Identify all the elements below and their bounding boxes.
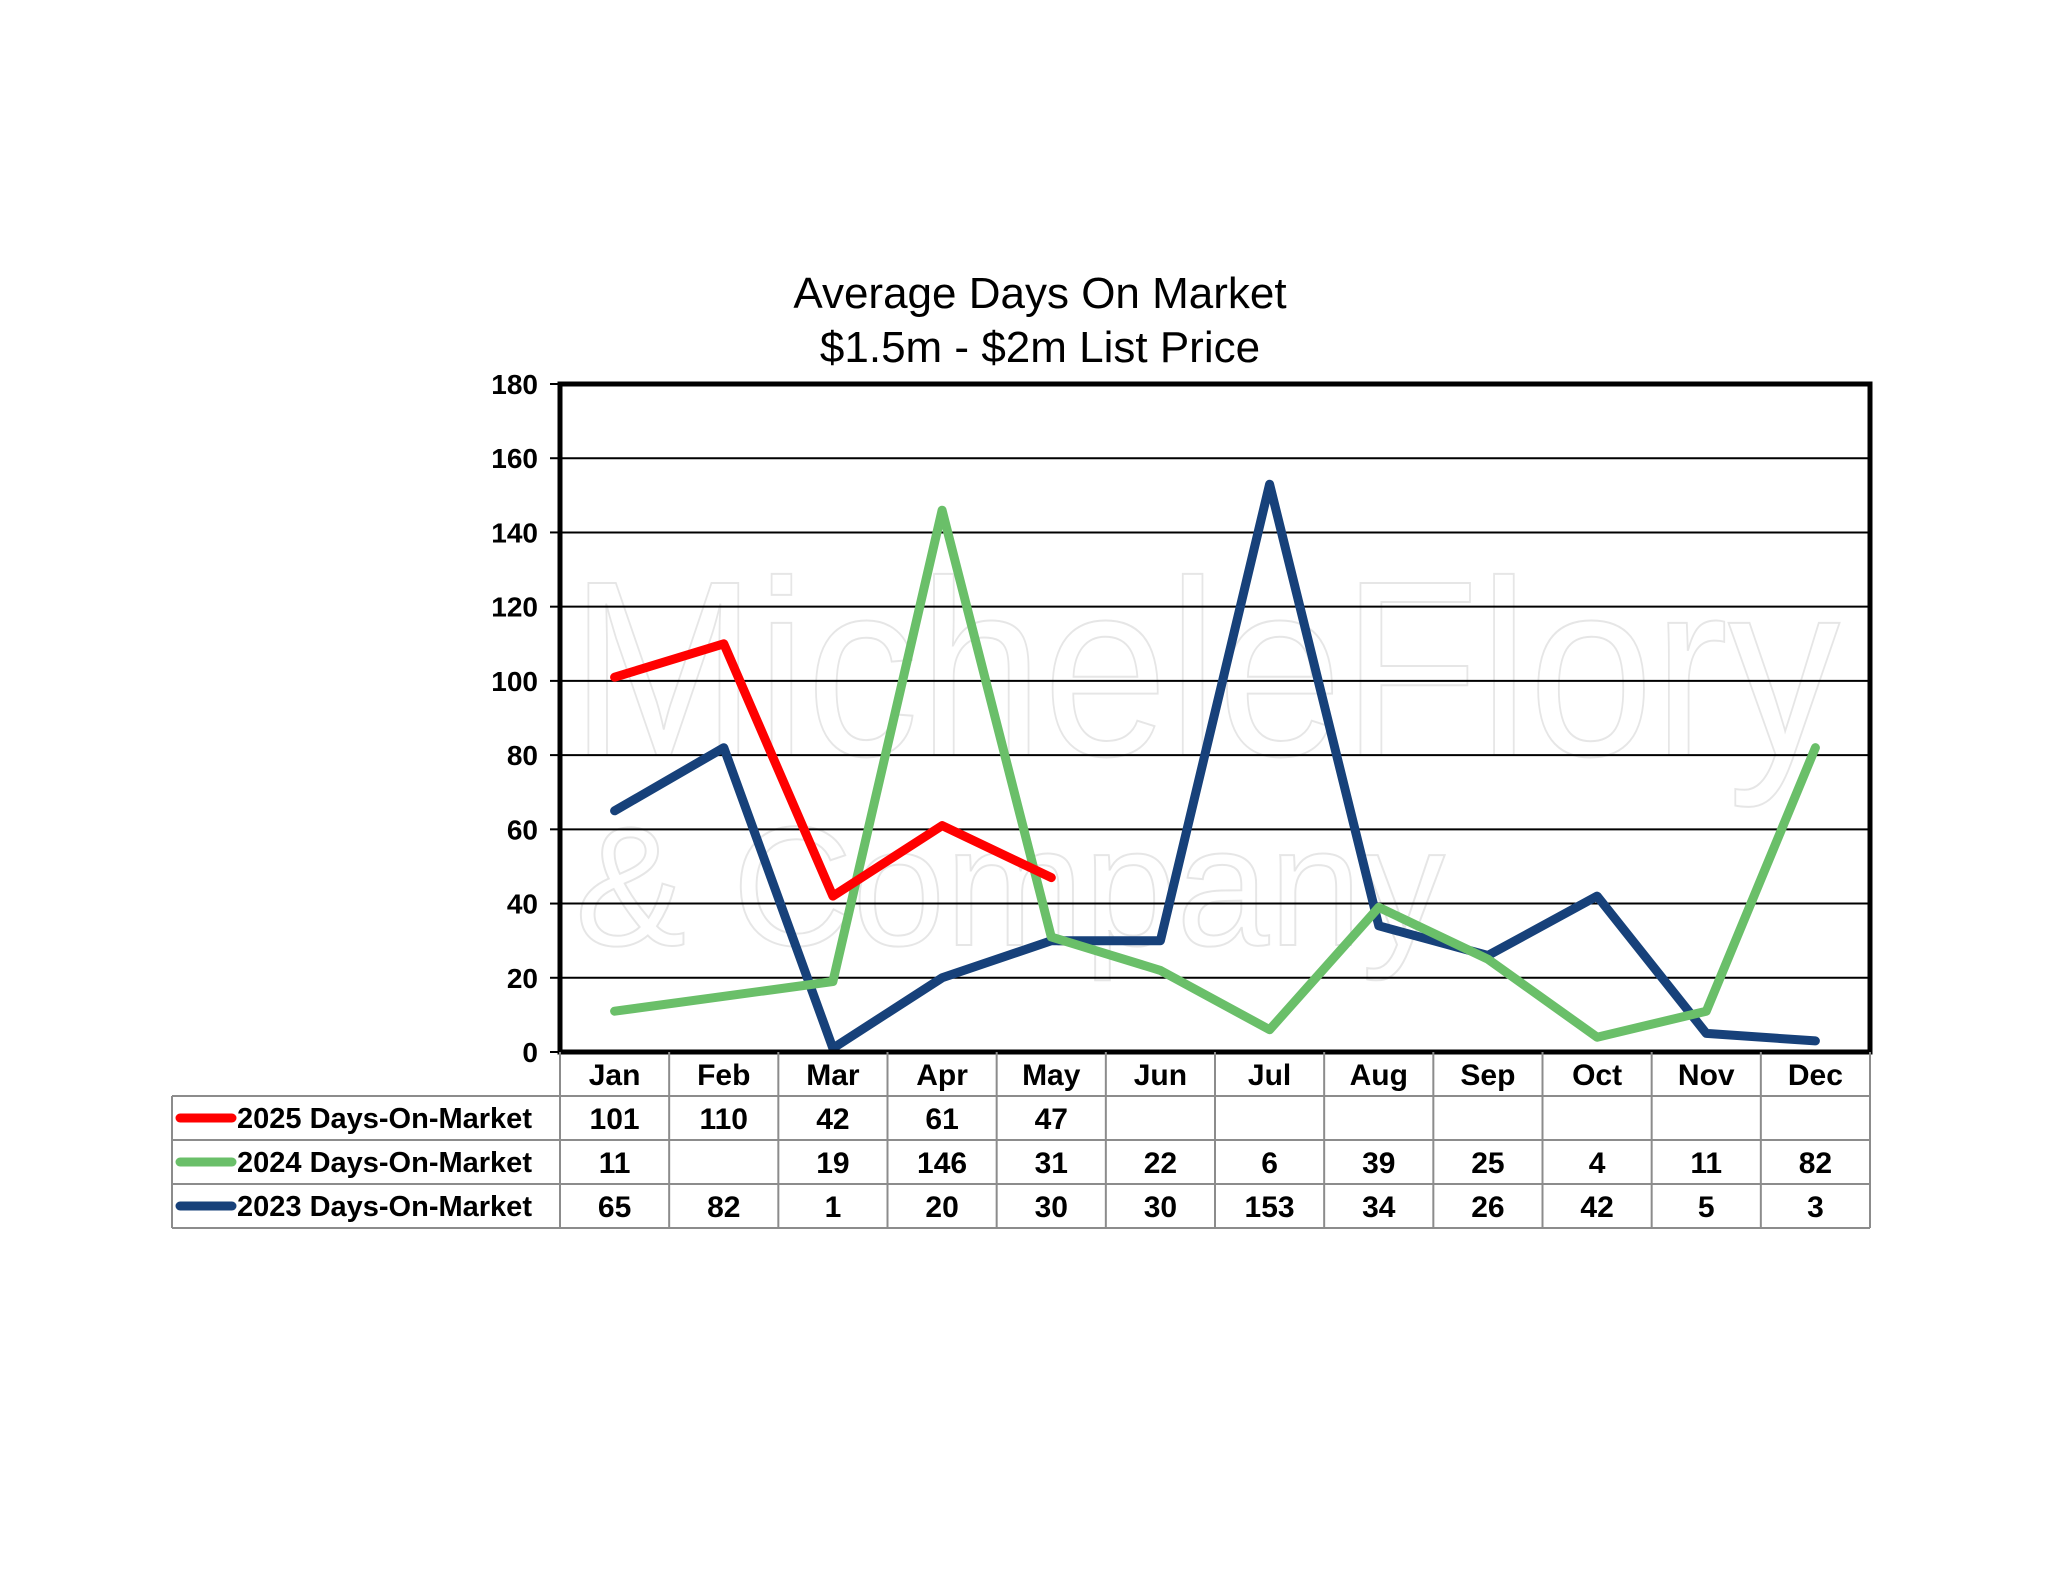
series-line-1 [610, 505, 1820, 1042]
data-cell-1-10: 11 [1690, 1147, 1722, 1180]
data-cell-0-2: 42 [816, 1103, 849, 1136]
data-cell-0-3: 61 [925, 1103, 958, 1136]
category-label-apr: Apr [916, 1059, 968, 1092]
chart-title: Average Days On Market [793, 269, 1286, 318]
y-tick-label-20: 20 [507, 963, 538, 994]
data-cell-2-1: 82 [707, 1191, 740, 1224]
y-tick-label-40: 40 [507, 889, 538, 920]
y-tick-label-120: 120 [491, 592, 538, 623]
data-cell-1-11: 82 [1799, 1147, 1832, 1180]
data-cell-2-9: 42 [1580, 1191, 1613, 1224]
data-cell-0-0: 101 [590, 1103, 640, 1136]
data-cell-2-4: 30 [1035, 1191, 1068, 1224]
y-tick-label-180: 180 [491, 369, 538, 400]
data-cell-2-8: 26 [1471, 1191, 1504, 1224]
data-cell-1-0: 11 [599, 1147, 631, 1180]
data-cell-2-6: 153 [1245, 1191, 1295, 1224]
category-label-jun: Jun [1134, 1059, 1187, 1092]
y-axis-ticks: 0 20 40 60 80 100 120 140 160 180 [491, 369, 560, 1068]
category-label-oct: Oct [1572, 1059, 1622, 1092]
category-label-aug: Aug [1350, 1059, 1408, 1092]
data-cell-1-7: 39 [1362, 1147, 1395, 1180]
y-tick-label-160: 160 [491, 443, 538, 474]
category-label-nov: Nov [1678, 1059, 1735, 1092]
chart-subtitle: $1.5m - $2m List Price [820, 323, 1260, 372]
y-tick-label-100: 100 [491, 666, 538, 697]
category-label-may: May [1022, 1059, 1081, 1092]
data-cell-2-5: 30 [1144, 1191, 1177, 1224]
category-label-jul: Jul [1248, 1059, 1291, 1092]
category-label-feb: Feb [697, 1059, 750, 1092]
data-cell-1-2: 19 [816, 1147, 849, 1180]
category-label-jan: Jan [589, 1059, 641, 1092]
data-cell-2-2: 1 [825, 1191, 842, 1224]
data-cell-1-4: 31 [1035, 1147, 1068, 1180]
data-cell-2-3: 20 [925, 1191, 958, 1224]
category-label-sep: Sep [1460, 1059, 1515, 1092]
y-tick-label-60: 60 [507, 814, 538, 845]
data-cell-2-7: 34 [1362, 1191, 1396, 1224]
legend-label-2: 2023 Days-On-Market [237, 1191, 532, 1223]
data-cell-2-11: 3 [1807, 1191, 1824, 1224]
series-line-0 [610, 639, 1056, 901]
legend-label-0: 2025 Days-On-Market [237, 1103, 532, 1135]
data-cell-1-3: 146 [917, 1147, 967, 1180]
y-tick-label-0: 0 [522, 1037, 538, 1068]
legend-label-1: 2024 Days-On-Market [237, 1147, 532, 1179]
y-tick-label-80: 80 [507, 740, 538, 771]
gridlines [560, 457, 1870, 979]
category-label-mar: Mar [806, 1059, 860, 1092]
y-tick-label-140: 140 [491, 517, 538, 548]
series-lines [610, 479, 1820, 1053]
data-cell-0-1: 110 [700, 1103, 748, 1136]
category-label-dec: Dec [1788, 1059, 1843, 1092]
data-cell-2-0: 65 [598, 1191, 631, 1224]
data-table: Jan Feb Mar Apr May Jun Jul Aug Sep Oct Nov Dec2025… [171, 1052, 1871, 1229]
data-cell-1-8: 25 [1471, 1147, 1504, 1180]
data-cell-1-5: 22 [1144, 1147, 1177, 1180]
data-cell-0-4: 47 [1035, 1103, 1068, 1136]
data-cell-1-9: 4 [1589, 1147, 1606, 1180]
data-cell-2-10: 5 [1698, 1191, 1715, 1224]
data-cell-1-6: 6 [1261, 1147, 1278, 1180]
series-line-2 [610, 479, 1820, 1053]
